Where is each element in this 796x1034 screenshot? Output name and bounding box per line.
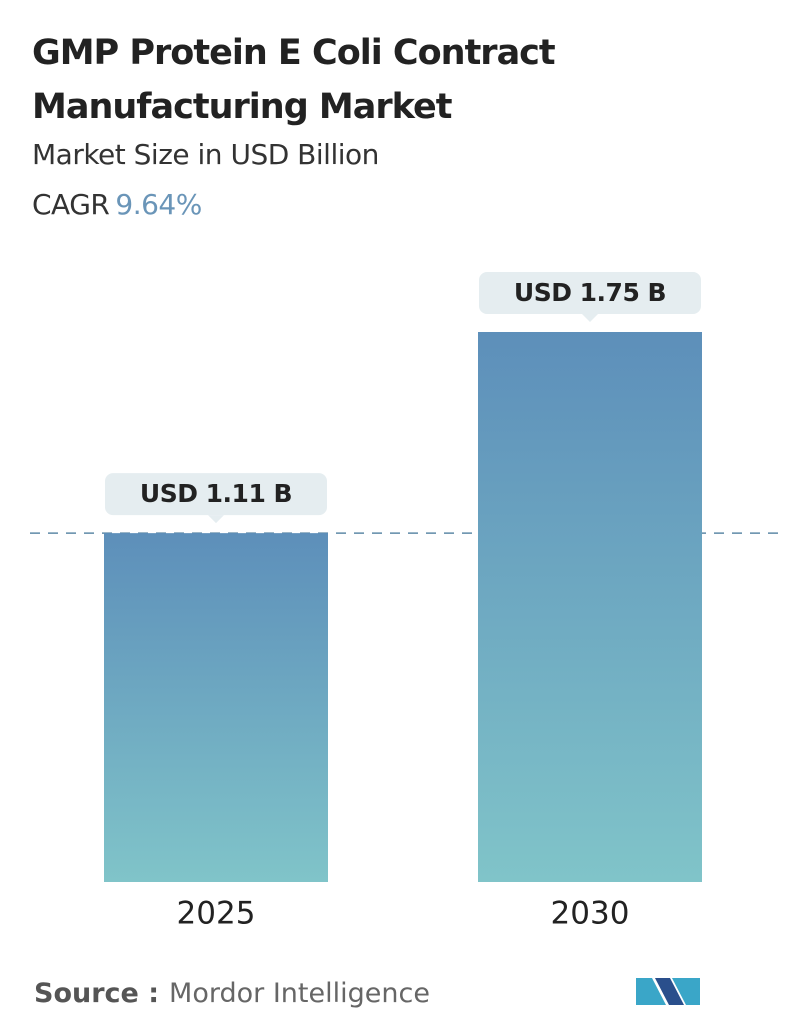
source-label: Source :: [34, 978, 160, 1009]
cagr-label: CAGR: [32, 188, 110, 221]
x-tick-label: 2030: [551, 896, 630, 932]
value-label-box: [479, 272, 701, 314]
chart-subtitle: Market Size in USD Billion: [32, 138, 379, 171]
logo: [636, 978, 700, 1005]
value-label-pointer: [208, 515, 224, 524]
logo-shape: [655, 978, 684, 1005]
bar: [104, 533, 328, 882]
cagr: CAGR 9.64%: [32, 188, 202, 221]
value-label-box: [105, 473, 327, 516]
bar: [478, 332, 702, 882]
value-label: USD 1.11 B: [140, 479, 292, 508]
logo-shape: [672, 978, 700, 1005]
chart-title: GMP Protein E Coli Contract Manufacturin…: [32, 33, 556, 127]
value-label: USD 1.75 B: [514, 278, 666, 307]
value-label-pointer: [582, 314, 598, 322]
cagr-value: 9.64%: [115, 188, 202, 221]
logo-shape: [636, 978, 666, 1005]
source: Source : Mordor Intelligence: [34, 978, 430, 1009]
x-tick-label: 2025: [177, 896, 256, 932]
source-name: Mordor Intelligence: [169, 978, 430, 1009]
